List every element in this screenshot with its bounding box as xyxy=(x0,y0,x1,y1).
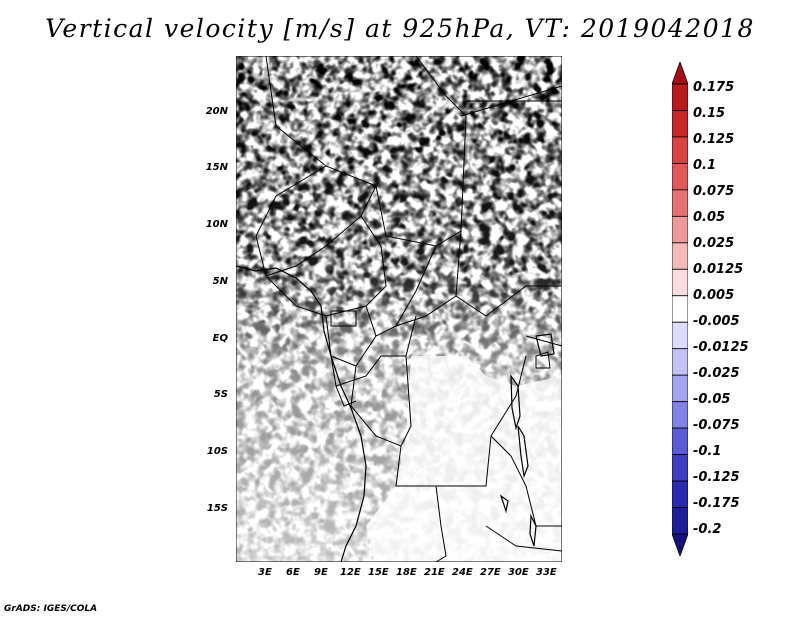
lat-label-5n: 5N xyxy=(212,276,228,287)
lat-label-15s: 15S xyxy=(206,503,228,514)
lon-label-6e: 6E xyxy=(286,567,300,578)
colorbar-label: 0.1 xyxy=(693,158,717,173)
colorbar-segment xyxy=(672,242,688,270)
colorbar-label: 0.0125 xyxy=(693,262,744,277)
colorbar xyxy=(672,62,688,556)
lon-label-12e: 12E xyxy=(340,567,361,578)
lon-label-24e: 24E xyxy=(452,567,473,578)
colorbar-label: 0.075 xyxy=(693,184,735,199)
colorbar-label: 0.15 xyxy=(693,106,726,121)
colorbar-label: 0.025 xyxy=(693,236,735,251)
colorbar-label: -0.175 xyxy=(693,496,740,511)
colorbar-label: -0.05 xyxy=(693,392,731,407)
colorbar-label: -0.0125 xyxy=(693,340,749,355)
colorbar-segment xyxy=(672,110,688,138)
lat-label-15n: 15N xyxy=(205,162,228,173)
map-title: Vertical velocity [m/s] at 925hPa, VT: 2… xyxy=(45,14,755,43)
lat-label-10n: 10N xyxy=(205,219,228,230)
colorbar-segment xyxy=(672,533,688,556)
colorbar-segment xyxy=(672,348,688,376)
colorbar-label: -0.1 xyxy=(693,444,722,459)
colorbar-segment xyxy=(672,401,688,429)
colorbar-label: -0.2 xyxy=(693,522,722,537)
colorbar-label: -0.075 xyxy=(693,418,740,433)
lon-label-21e: 21E xyxy=(424,567,445,578)
lat-label-10s: 10S xyxy=(206,446,228,457)
country-borders xyxy=(255,56,562,562)
colorbar-segment xyxy=(672,215,688,244)
lon-label-30e: 30E xyxy=(508,567,529,578)
lon-label-15e: 15E xyxy=(368,567,389,578)
colorbar-segment xyxy=(672,374,688,403)
colorbar-label: -0.125 xyxy=(693,470,740,485)
calm-region xyxy=(366,356,562,562)
colorbar-label: -0.005 xyxy=(693,314,740,329)
lat-label-eq: EQ xyxy=(212,333,228,344)
lat-label-5s: 5S xyxy=(213,389,228,400)
lon-label-3e: 3E xyxy=(258,567,272,578)
colorbar-segment xyxy=(672,83,688,111)
footer-credit: GrADS: IGES/COLA xyxy=(4,604,98,614)
colorbar-label: 0.125 xyxy=(693,132,735,147)
colorbar-segment xyxy=(672,507,688,535)
colorbar-label: 0.175 xyxy=(693,80,735,95)
lon-label-9e: 9E xyxy=(314,567,328,578)
colorbar-segment xyxy=(672,62,688,85)
map-plot xyxy=(236,56,562,562)
colorbar-segment xyxy=(672,454,688,482)
lon-label-33e: 33E xyxy=(536,567,557,578)
colorbar-segment xyxy=(672,321,688,350)
colorbar-label: -0.025 xyxy=(693,366,740,381)
colorbar-segment xyxy=(672,427,688,455)
colorbar-segment xyxy=(672,268,688,297)
lon-label-18e: 18E xyxy=(396,567,417,578)
lon-label-27e: 27E xyxy=(480,567,501,578)
colorbar-segment xyxy=(672,136,688,164)
lakes xyxy=(499,333,555,547)
coastline xyxy=(236,265,367,562)
colorbar-label: 0.05 xyxy=(693,210,726,225)
colorbar-segment xyxy=(672,295,688,323)
colorbar-segment xyxy=(672,480,688,508)
lat-label-20n: 20N xyxy=(205,106,228,117)
colorbar-segment xyxy=(672,163,688,191)
colorbar-label: 0.005 xyxy=(693,288,735,303)
colorbar-segment xyxy=(672,189,688,217)
